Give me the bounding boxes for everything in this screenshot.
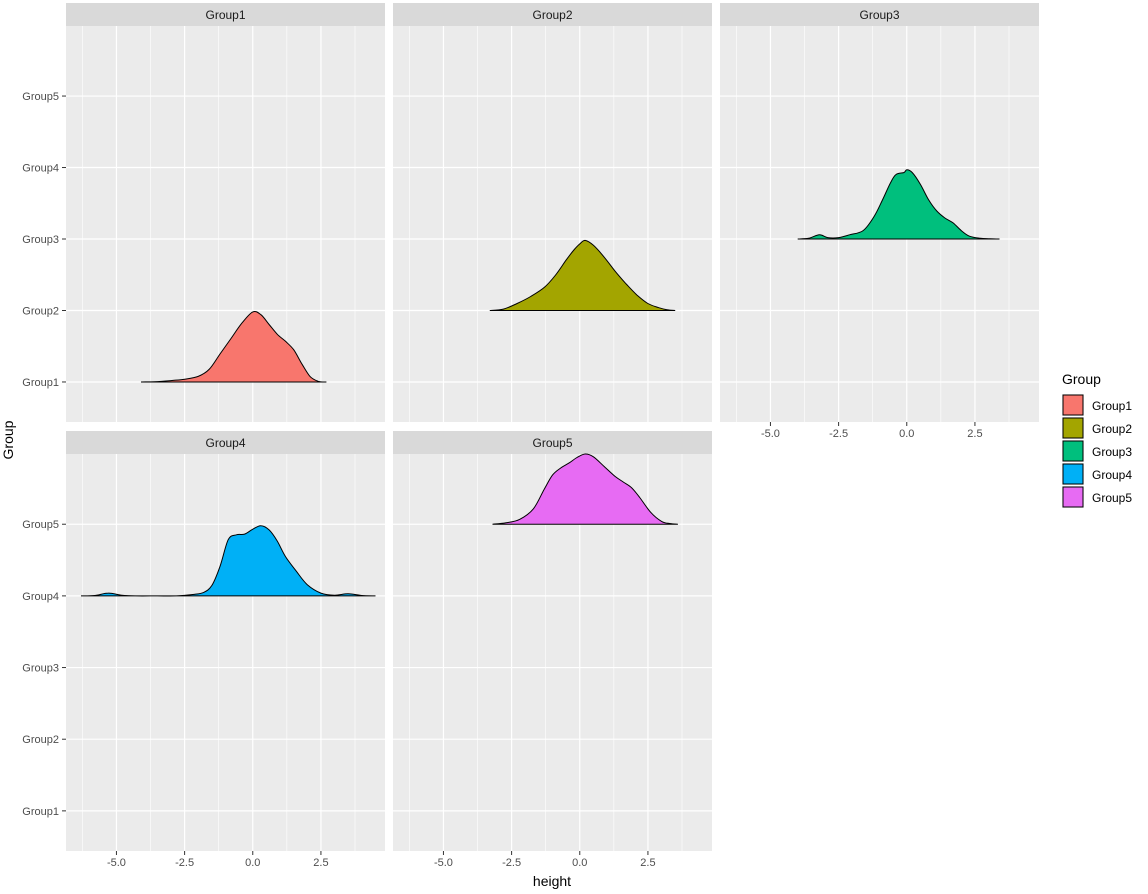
ridge-group3 <box>797 169 1000 240</box>
x-tick-label: -2.5 <box>829 428 848 440</box>
x-tick-label: 0.0 <box>899 428 914 440</box>
legend-swatch-group2 <box>1062 417 1084 439</box>
facet-panel-group3: Group3 -5.0 -2.5 0.0 2.5 <box>720 3 1039 440</box>
legend-label-group2: Group2 <box>1092 422 1132 436</box>
legend-label-group1: Group1 <box>1092 399 1132 413</box>
ridge-group4 <box>80 525 376 597</box>
legend: Group Group1 Group2 Group3 Group4 Group5 <box>1062 371 1132 508</box>
y-tick-label: Group1 <box>22 806 59 818</box>
facet-strip-label: Group2 <box>532 8 572 22</box>
legend-label-group5: Group5 <box>1092 491 1132 505</box>
facet-strip-label: Group4 <box>205 436 245 450</box>
panel-background <box>66 454 385 851</box>
ridge-group1 <box>140 310 327 383</box>
y-tick-label: Group5 <box>22 519 59 531</box>
facet-panels: Group1Group1Group2Group3Group4Group5Grou… <box>22 3 1039 869</box>
y-axis-title: Group <box>0 420 16 459</box>
legend-swatch-group3 <box>1062 440 1084 462</box>
y-tick-label: Group1 <box>22 377 59 389</box>
facet-strip <box>393 431 712 454</box>
facet-panel-group5: Group5 -5.0 -2.5 0.0 2.5 <box>393 431 712 869</box>
x-tick-label: -2.5 <box>502 857 521 869</box>
facet-strip-label: Group1 <box>205 8 245 22</box>
legend-swatch-group5 <box>1062 486 1084 508</box>
legend-swatch-group4 <box>1062 463 1084 485</box>
legend-title: Group <box>1062 371 1101 387</box>
y-tick-label: Group2 <box>22 305 59 317</box>
facet-panel-group1: Group1 Group1 Group2 Group3 Group4 Group5 <box>22 3 385 422</box>
y-tick-label: Group4 <box>22 163 59 175</box>
x-tick-label: 2.5 <box>313 857 328 869</box>
ridge-group2 <box>489 239 676 311</box>
legend-label-group3: Group3 <box>1092 445 1132 459</box>
legend-swatch-group1 <box>1062 394 1084 416</box>
y-tick-label: Group5 <box>22 91 59 103</box>
x-tick-label: 2.5 <box>967 428 982 440</box>
x-tick-label: 0.0 <box>572 857 587 869</box>
facet-strip-label: Group5 <box>532 436 572 450</box>
facet-strip <box>66 431 385 454</box>
y-tick-label: Group4 <box>22 591 59 603</box>
x-tick-label: -5.0 <box>434 857 453 869</box>
facet-strip <box>720 3 1039 26</box>
y-tick-label: Group3 <box>22 663 59 675</box>
facet-panel-group4: Group4 Group1 Group2 Group3 Group4 Group5 -5.0… <box>22 431 385 869</box>
legend-label-group4: Group4 <box>1092 468 1132 482</box>
x-tick-label: -2.5 <box>175 857 194 869</box>
x-axis-title: height <box>533 873 571 889</box>
y-tick-label: Group3 <box>22 234 59 246</box>
x-tick-label: 0.0 <box>245 857 260 869</box>
x-tick-label: 2.5 <box>640 857 655 869</box>
x-tick-label: -5.0 <box>107 857 126 869</box>
facet-strip <box>393 3 712 26</box>
x-tick-label: -5.0 <box>761 428 780 440</box>
facet-panel-group2: Group2 <box>393 3 712 422</box>
facet-strip-label: Group3 <box>859 8 899 22</box>
y-tick-label: Group2 <box>22 734 59 746</box>
panel-background <box>393 26 712 422</box>
ridge-group5 <box>492 453 678 525</box>
facet-strip <box>66 3 385 26</box>
